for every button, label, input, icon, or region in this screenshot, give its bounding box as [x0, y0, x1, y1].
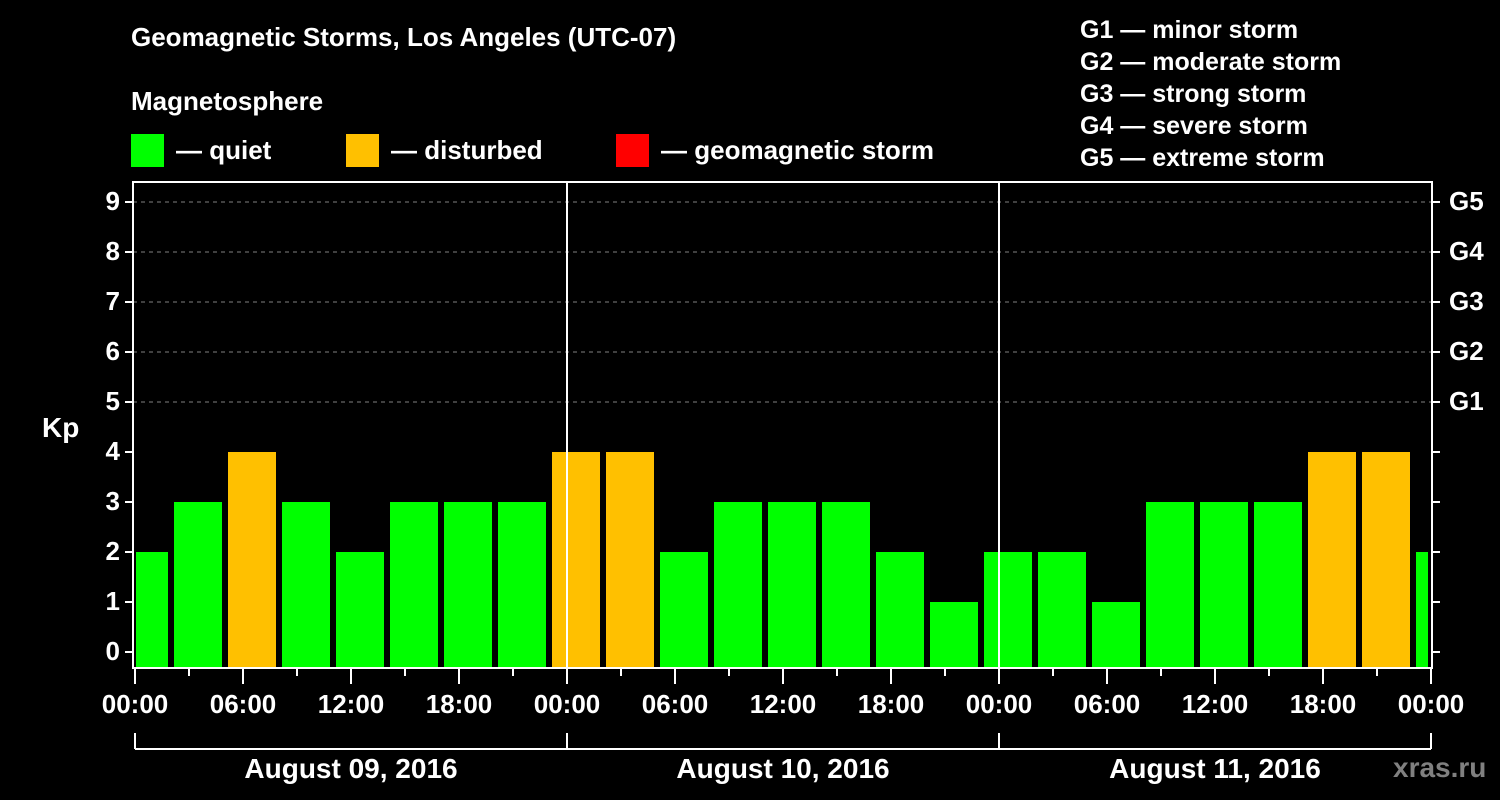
- y-tick-label: 0: [105, 636, 120, 666]
- disturbed-swatch-icon: [346, 133, 379, 167]
- y-tick-label: 4: [105, 436, 120, 466]
- kp-bar: [498, 502, 546, 667]
- g-scale-tick-label: G5: [1449, 186, 1484, 216]
- legend-disturbed-label: — disturbed: [391, 134, 543, 165]
- kp-bar: [1146, 502, 1194, 667]
- legend-storm: — geomagnetic storm: [616, 133, 934, 167]
- legend-quiet: — quiet: [131, 133, 271, 167]
- x-tick-label: 00:00: [533, 689, 601, 719]
- date-label: August 09, 2016: [244, 753, 458, 784]
- g-scale-legend: G1 — minor storm G2 — moderate storm G3 …: [1080, 14, 1341, 174]
- x-tick-label: 06:00: [209, 689, 277, 719]
- date-label: August 10, 2016: [676, 753, 890, 784]
- watermark: xras.ru: [1393, 752, 1487, 783]
- kp-bar: [660, 552, 708, 667]
- g3-legend: G3 — strong storm: [1080, 80, 1307, 108]
- x-tick-label: 00:00: [101, 689, 169, 719]
- kp-bar: [930, 602, 978, 667]
- kp-bar: [1200, 502, 1248, 667]
- kp-bar: [606, 452, 654, 667]
- g-scale-tick-label: G3: [1449, 286, 1484, 316]
- date-label: August 11, 2016: [1109, 753, 1321, 784]
- kp-bar: [228, 452, 276, 667]
- kp-bar: [136, 552, 168, 667]
- g-scale-tick-label: G2: [1449, 336, 1484, 366]
- y-axis-label: Kp: [42, 412, 80, 443]
- kp-bar: [552, 452, 600, 667]
- legend-quiet-label: — quiet: [176, 134, 272, 165]
- kp-bar: [444, 502, 492, 667]
- x-tick-label: 06:00: [1073, 689, 1141, 719]
- x-tick-label: 12:00: [317, 689, 385, 719]
- y-tick-label: 8: [105, 236, 120, 266]
- storm-swatch-icon: [616, 133, 649, 167]
- x-tick-label: 06:00: [641, 689, 709, 719]
- x-tick-label: 12:00: [1181, 689, 1249, 719]
- kp-bar: [282, 502, 330, 667]
- chart-title: Geomagnetic Storms, Los Angeles (UTC-07): [131, 22, 677, 52]
- g1-legend: G1 — minor storm: [1080, 16, 1299, 44]
- kp-bar: [714, 502, 762, 667]
- kp-bar: [768, 502, 816, 667]
- x-tick-label: 00:00: [965, 689, 1033, 719]
- kp-bar: [1308, 452, 1356, 667]
- x-tick-label: 12:00: [749, 689, 817, 719]
- kp-bar: [174, 502, 222, 667]
- y-tick-label: 6: [105, 336, 120, 366]
- kp-bar: [336, 552, 384, 667]
- chart-subtitle: Magnetosphere: [131, 86, 324, 116]
- x-tick-label: 18:00: [1289, 689, 1357, 719]
- kp-bar: [1254, 502, 1302, 667]
- y-tick-label: 3: [105, 486, 120, 516]
- g2-legend: G2 — moderate storm: [1080, 48, 1342, 76]
- quiet-swatch-icon: [131, 133, 164, 167]
- x-tick-label: 18:00: [425, 689, 493, 719]
- kp-bar: [1038, 552, 1086, 667]
- g5-legend: G5 — extreme storm: [1080, 144, 1325, 172]
- x-tick-label: 00:00: [1397, 689, 1465, 719]
- kp-bar: [876, 552, 924, 667]
- y-tick-label: 9: [105, 186, 120, 216]
- kp-bar: [1092, 602, 1140, 667]
- g4-legend: G4 — severe storm: [1080, 112, 1308, 140]
- kp-bar: [1416, 552, 1428, 667]
- kp-bar: [822, 502, 870, 667]
- kp-bar: [1362, 452, 1410, 667]
- y-tick-label: 1: [105, 586, 120, 616]
- g-scale-tick-label: G4: [1449, 236, 1484, 266]
- legend-disturbed: — disturbed: [346, 133, 543, 167]
- kp-bar: [390, 502, 438, 667]
- y-tick-label: 2: [105, 536, 120, 566]
- y-tick-label: 5: [105, 386, 120, 416]
- legend-storm-label: — geomagnetic storm: [661, 134, 935, 165]
- g-scale-tick-label: G1: [1449, 386, 1484, 416]
- x-tick-label: 18:00: [857, 689, 925, 719]
- kp-bar: [984, 552, 1032, 667]
- y-tick-label: 7: [105, 286, 120, 316]
